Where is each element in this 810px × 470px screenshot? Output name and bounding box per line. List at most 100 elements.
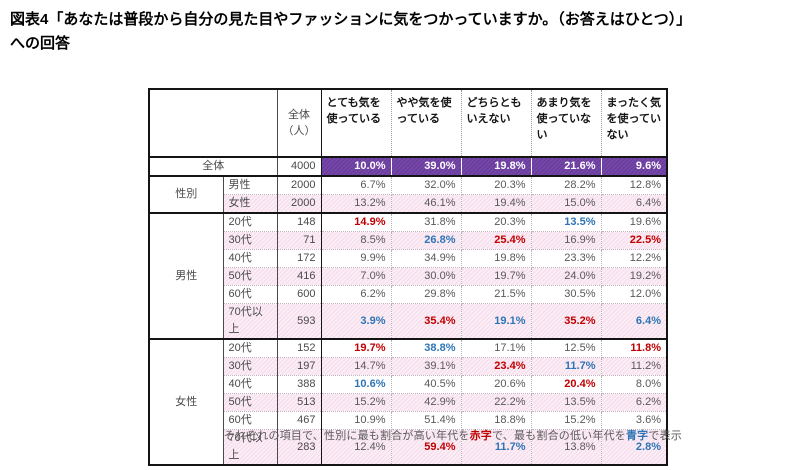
value-cell: 10.0% bbox=[321, 157, 392, 177]
row-label: 40代 bbox=[223, 249, 278, 268]
value-cell: 23.3% bbox=[531, 249, 602, 268]
value-cell: 24.0% bbox=[531, 267, 602, 286]
value-cell: 3.9% bbox=[321, 303, 392, 340]
row-count-cell: 600 bbox=[277, 285, 322, 304]
row-count-cell: 197 bbox=[277, 357, 322, 376]
row-label: 40代 bbox=[223, 375, 278, 394]
value-cell: 11.2% bbox=[601, 357, 667, 376]
table-row: 男性 20代 148 14.9% 31.8% 20.3% 13.5% 19.6% bbox=[149, 213, 667, 340]
value-cell: 13.5% bbox=[531, 393, 602, 412]
row-count-cell: 388 bbox=[277, 375, 322, 394]
value-cell: 20.3% bbox=[461, 213, 532, 232]
value-cell: 19.2% bbox=[601, 267, 667, 286]
value-cell: 6.4% bbox=[601, 303, 667, 340]
table-row: 性別 男性 2000 6.7% 32.0% 20.3% 28.2% 12.8% bbox=[149, 176, 667, 214]
row-label: 男性 bbox=[223, 176, 278, 195]
row-group-label: 女性 bbox=[149, 339, 224, 466]
row-count-cell: 513 bbox=[277, 393, 322, 412]
table-row: 60代 467 10.9% 51.4% 18.8% 15.2% 3.6% bbox=[149, 411, 667, 430]
row-count-cell: 416 bbox=[277, 267, 322, 286]
value-cell: 59.4% bbox=[391, 429, 462, 466]
footnote: それぞれの項目で、性別に最も割合が高い年代を赤字で、最も割合の低い年代を青字で表… bbox=[140, 427, 682, 443]
value-cell: 46.1% bbox=[391, 194, 462, 214]
col-header-neither: どちらともいえない bbox=[461, 89, 532, 158]
footnote-text-post: で表示 bbox=[648, 430, 682, 442]
footnote-blue-term: 青字 bbox=[625, 430, 649, 442]
value-cell: 35.2% bbox=[531, 303, 602, 340]
table-row: 全体 4000 10.0% 39.0% 19.8% 21.6% 9.6% bbox=[149, 157, 667, 177]
col-header-not-very-conscious: あまり気を使っていない bbox=[531, 89, 602, 158]
table-row: 70代以上 593 3.9% 35.4% 19.1% 35.2% 6.4% bbox=[149, 303, 667, 340]
value-cell: 19.4% bbox=[461, 194, 532, 214]
value-cell: 26.8% bbox=[391, 231, 462, 250]
row-group-label: 性別 bbox=[149, 176, 224, 214]
value-cell: 35.4% bbox=[391, 303, 462, 340]
row-count-cell: 593 bbox=[277, 303, 322, 340]
value-cell: 17.1% bbox=[461, 339, 532, 358]
corner-cell bbox=[149, 89, 278, 158]
value-cell: 19.7% bbox=[461, 267, 532, 286]
value-cell: 22.5% bbox=[601, 231, 667, 250]
row-label: 30代 bbox=[223, 357, 278, 376]
value-cell: 39.1% bbox=[391, 357, 462, 376]
value-cell: 12.8% bbox=[601, 176, 667, 195]
value-cell: 22.2% bbox=[461, 393, 532, 412]
value-cell: 15.0% bbox=[531, 194, 602, 214]
figure-title: 図表4「あなたは普段から自分の見た目やファッションに気をつかっていますか。（お答… bbox=[10, 11, 692, 52]
col-header-total-n: 全体 （人） bbox=[277, 89, 322, 158]
col-header-somewhat-conscious: やや気を使っている bbox=[391, 89, 462, 158]
value-cell: 10.6% bbox=[321, 375, 392, 394]
row-count-cell: 2000 bbox=[277, 176, 322, 195]
value-cell: 20.4% bbox=[531, 375, 602, 394]
value-cell: 18.8% bbox=[461, 411, 532, 430]
col-header-not-at-all-conscious: まったく気を使っていない bbox=[601, 89, 667, 158]
footnote-red-term: 赤字 bbox=[469, 430, 493, 442]
value-cell: 30.0% bbox=[391, 267, 462, 286]
value-cell: 20.6% bbox=[461, 375, 532, 394]
row-group-label: 男性 bbox=[149, 213, 224, 340]
value-cell: 10.9% bbox=[321, 411, 392, 430]
table-row: 30代 71 8.5% 26.8% 25.4% 16.9% 22.5% bbox=[149, 231, 667, 250]
value-cell: 30.5% bbox=[531, 285, 602, 304]
value-cell: 15.2% bbox=[321, 393, 392, 412]
table-row: 女性 20代 152 19.7% 38.8% 17.1% 12.5% 11.8% bbox=[149, 339, 667, 466]
value-cell: 12.0% bbox=[601, 285, 667, 304]
row-label: 20代 bbox=[223, 339, 278, 358]
value-cell: 21.5% bbox=[461, 285, 532, 304]
header-row: 全体 （人） とても気を使っている やや気を使っている どちらともいえない あま… bbox=[149, 89, 667, 158]
value-cell: 12.2% bbox=[601, 249, 667, 268]
value-cell: 6.7% bbox=[321, 176, 392, 195]
value-cell: 8.0% bbox=[601, 375, 667, 394]
table-row: 50代 513 15.2% 42.9% 22.2% 13.5% 6.2% bbox=[149, 393, 667, 412]
row-label: 30代 bbox=[223, 231, 278, 250]
value-cell: 15.2% bbox=[531, 411, 602, 430]
value-cell: 6.2% bbox=[601, 393, 667, 412]
value-cell: 19.6% bbox=[601, 213, 667, 232]
value-cell: 20.3% bbox=[461, 176, 532, 195]
row-label: 全体 bbox=[149, 157, 278, 177]
value-cell: 2.8% bbox=[601, 429, 667, 466]
value-cell: 14.9% bbox=[321, 213, 392, 232]
row-label: 70代以上 bbox=[223, 303, 278, 340]
table-row: 40代 172 9.9% 34.9% 19.8% 23.3% 12.2% bbox=[149, 249, 667, 268]
value-cell: 42.9% bbox=[391, 393, 462, 412]
value-cell: 13.5% bbox=[531, 213, 602, 232]
survey-results-table: 全体 （人） とても気を使っている やや気を使っている どちらともいえない あま… bbox=[148, 88, 668, 466]
value-cell: 34.9% bbox=[391, 249, 462, 268]
value-cell: 11.8% bbox=[601, 339, 667, 358]
value-cell: 25.4% bbox=[461, 231, 532, 250]
value-cell: 14.7% bbox=[321, 357, 392, 376]
table-row: 70代以上 283 12.4% 59.4% 11.7% 13.8% 2.8% bbox=[149, 429, 667, 466]
value-cell: 23.4% bbox=[461, 357, 532, 376]
row-count-cell: 172 bbox=[277, 249, 322, 268]
value-cell: 19.8% bbox=[461, 249, 532, 268]
row-count-cell: 467 bbox=[277, 411, 322, 430]
value-cell: 39.0% bbox=[391, 157, 462, 177]
value-cell: 32.0% bbox=[391, 176, 462, 195]
row-label: 70代以上 bbox=[223, 429, 278, 466]
col-header-very-conscious: とても気を使っている bbox=[321, 89, 392, 158]
value-cell: 9.6% bbox=[601, 157, 667, 177]
row-label: 50代 bbox=[223, 393, 278, 412]
row-count-cell: 71 bbox=[277, 231, 322, 250]
table-row: 女性 2000 13.2% 46.1% 19.4% 15.0% 6.4% bbox=[149, 194, 667, 214]
